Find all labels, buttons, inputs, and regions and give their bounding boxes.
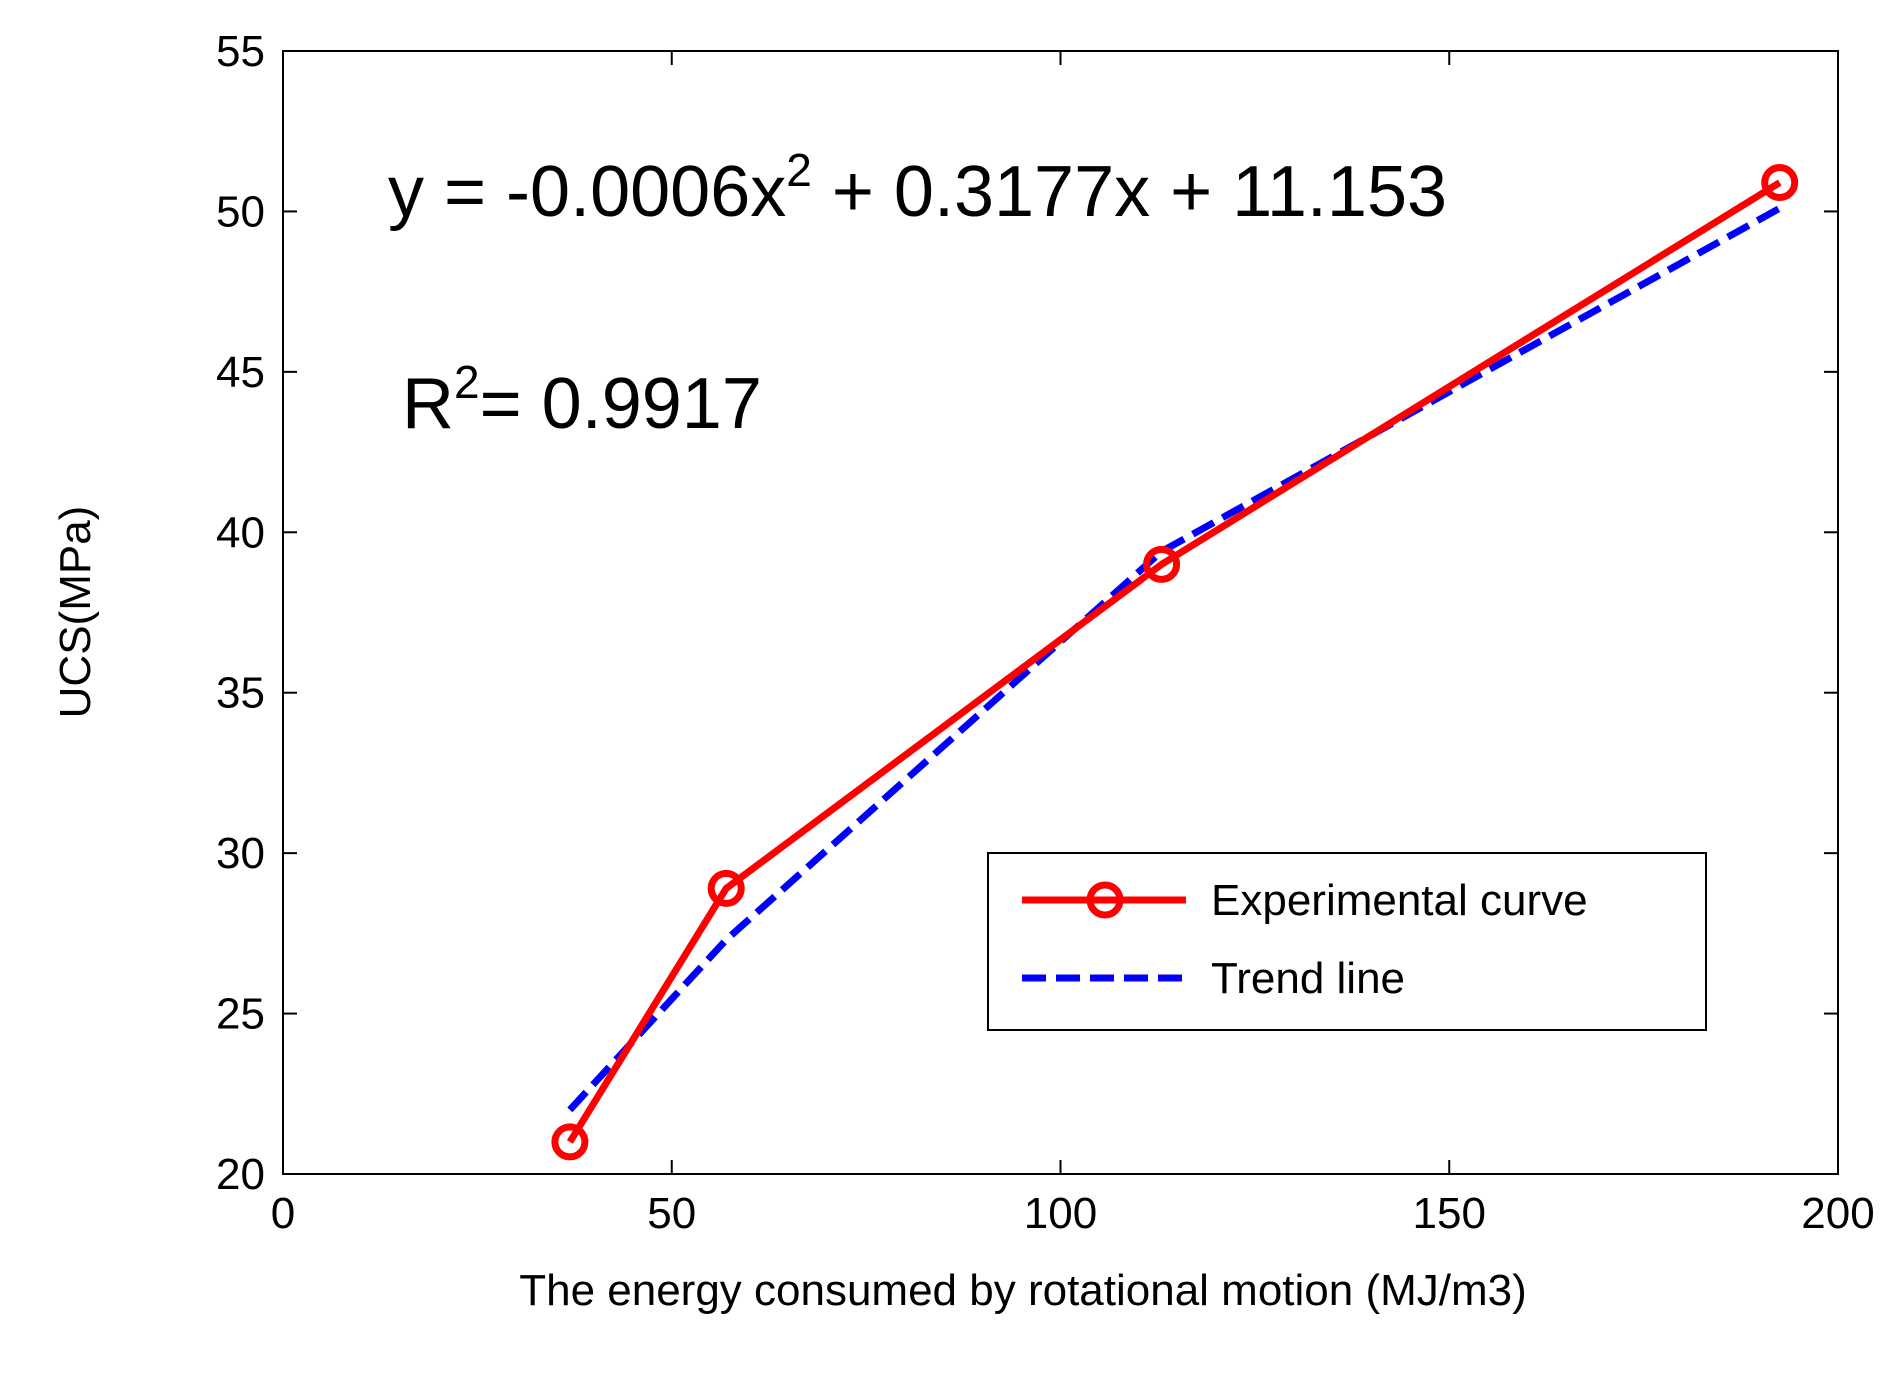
trend-line [567,205,1782,1113]
r-squared-exponent: 2 [454,356,480,408]
r-squared-label: R [402,364,454,444]
equation-main: y = -0.0006x [388,152,786,232]
equation-annotation: y = -0.0006x2 + 0.3177x + 11.153 [388,144,1447,232]
x-tick-label: 50 [647,1189,696,1238]
y-tick-label: 45 [216,348,265,397]
series [551,164,1799,1161]
legend-label-experimental: Experimental curve [1211,876,1588,925]
y-tick-label: 20 [216,1150,265,1199]
y-tick-label: 35 [216,669,265,718]
y-tick-label: 30 [216,829,265,878]
experimental-data-point [551,1123,589,1161]
r-squared-annotation: R2= 0.9917 [402,356,762,444]
x-tick-label: 150 [1413,1189,1486,1238]
experimental-data-point [1143,545,1181,583]
experimental-data-point [1761,164,1799,202]
experimental-data-point [707,869,745,907]
y-tick-label: 50 [216,187,265,236]
x-axis-label: The energy consumed by rotational motion… [519,1266,1527,1315]
y-axis-label: UCS(MPa) [51,506,100,719]
x-tick-labels: 0 50 100 150 200 [271,1189,1875,1238]
y-tick-labels: 20 25 30 35 40 45 50 55 [216,27,265,1199]
y-tick-label: 25 [216,990,265,1039]
legend-label-trend: Trend line [1211,954,1405,1003]
axis-ticks [282,50,1839,1175]
x-tick-label: 0 [271,1189,295,1238]
y-tick-label: 55 [216,27,265,76]
y-tick-label: 40 [216,508,265,557]
experimental-curve-line [566,179,1782,1144]
x-tick-label: 200 [1801,1189,1874,1238]
legend-swatch-experimental-marker [1086,881,1124,919]
r-squared-value: = 0.9917 [480,364,762,444]
equation-exponent: 2 [786,144,812,196]
legend: Experimental curve Trend line [987,852,1707,1031]
x-tick-label: 100 [1024,1189,1097,1238]
equation-rest: + 0.3177x + 11.153 [812,152,1447,232]
